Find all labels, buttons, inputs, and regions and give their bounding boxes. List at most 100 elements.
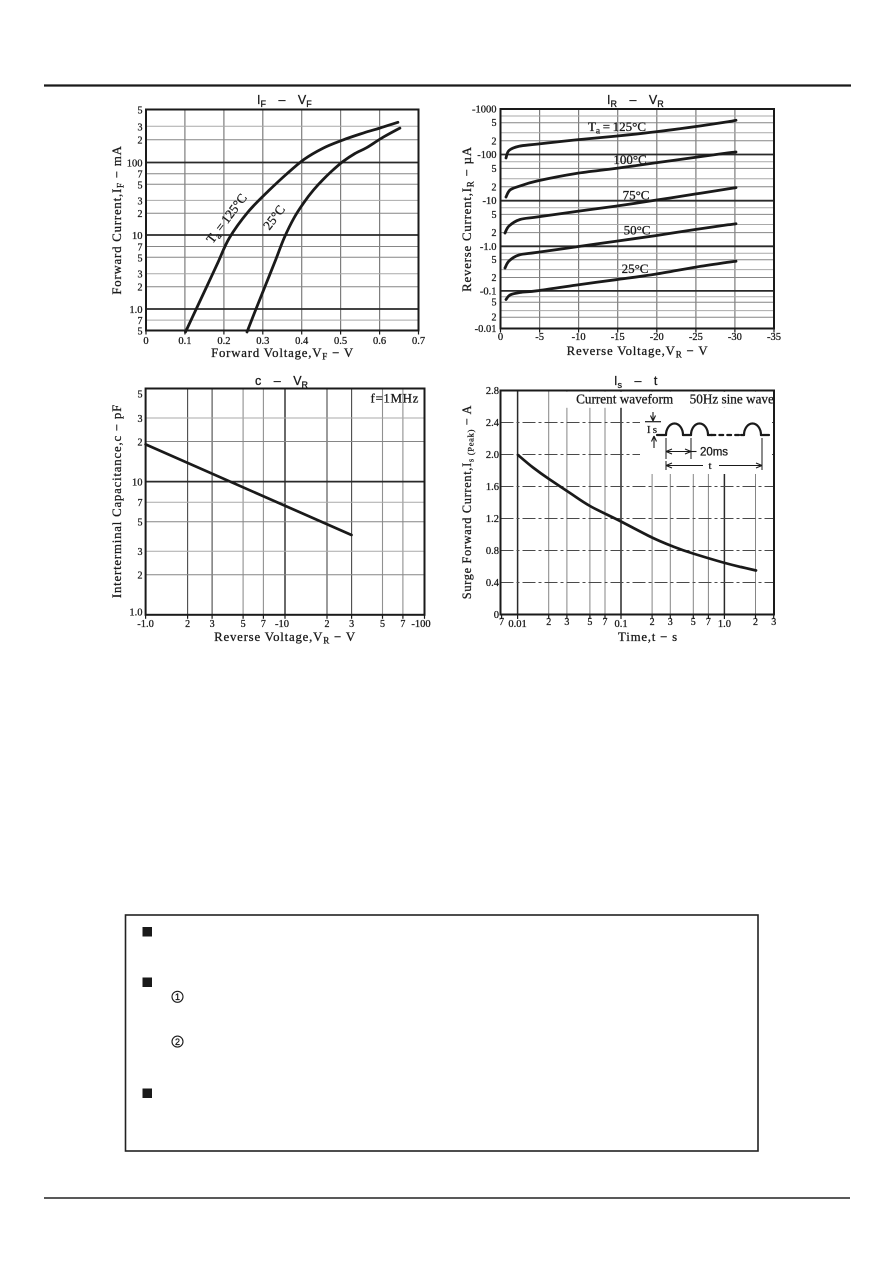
svg-text:2: 2 [138, 283, 143, 294]
svg-text:Forward Current,IF − mA: Forward Current,IF − mA [110, 145, 126, 294]
svg-text:-35: -35 [767, 332, 781, 343]
svg-text:5: 5 [492, 298, 497, 309]
svg-text:1.6: 1.6 [486, 482, 499, 493]
svg-text:5: 5 [587, 617, 592, 628]
svg-text:-10: -10 [483, 196, 497, 207]
svg-text:5: 5 [241, 619, 246, 630]
svg-text:7: 7 [138, 243, 143, 254]
svg-text:20ms: 20ms [700, 447, 728, 459]
svg-text:0: 0 [498, 332, 503, 343]
svg-text:IF – VF: IF – VF [257, 93, 312, 109]
svg-text:25°C: 25°C [622, 261, 649, 276]
svg-text:7: 7 [400, 619, 405, 630]
svg-text:Reverse Voltage,VR − V: Reverse Voltage,VR − V [214, 630, 356, 646]
svg-text:Ta = 125°C: Ta = 125°C [588, 119, 646, 137]
svg-text:10: 10 [132, 478, 143, 489]
svg-text:Current waveform 50Hz sine wa: Current waveform 50Hz sine wave [576, 392, 774, 407]
svg-text:0.4: 0.4 [486, 578, 500, 589]
svg-text:2: 2 [138, 571, 143, 582]
svg-text:-1.0: -1.0 [137, 619, 154, 630]
svg-text:-1000: -1000 [472, 105, 497, 116]
svg-text:5: 5 [138, 106, 143, 117]
svg-text:-20: -20 [650, 332, 664, 343]
svg-text:5: 5 [492, 164, 497, 175]
svg-text:-5: -5 [535, 332, 544, 343]
svg-text:Surge Forward Current,Is (Peak: Surge Forward Current,Is (Peak) − A [460, 405, 476, 599]
svg-text:Is – t: Is – t [614, 374, 658, 390]
svg-text:0: 0 [494, 610, 499, 621]
svg-text:Forward Voltage,VF − V: Forward Voltage,VF − V [211, 346, 354, 362]
svg-text:-15: -15 [611, 332, 625, 343]
svg-text:2: 2 [185, 619, 190, 630]
svg-text:-100: -100 [477, 150, 496, 161]
svg-text:0.8: 0.8 [486, 546, 499, 557]
svg-text:0.4: 0.4 [295, 336, 309, 347]
svg-text:-100: -100 [411, 619, 430, 630]
svg-text:2: 2 [492, 182, 497, 193]
svg-text:0.1: 0.1 [178, 336, 191, 347]
svg-text:0.2: 0.2 [217, 336, 230, 347]
svg-text:5: 5 [492, 210, 497, 221]
svg-text:IR – VR: IR – VR [607, 93, 664, 109]
svg-text:5: 5 [691, 617, 696, 628]
svg-text:Reverse Current,IR − µA: Reverse Current,IR − µA [460, 146, 476, 292]
svg-text:1: 1 [175, 992, 180, 1002]
svg-text:2: 2 [138, 136, 143, 147]
svg-text:2: 2 [492, 313, 497, 324]
svg-text:2.0: 2.0 [486, 450, 499, 461]
svg-text:10: 10 [132, 231, 143, 242]
svg-text:f=1MHz: f=1MHz [371, 391, 419, 406]
svg-text:3: 3 [138, 196, 143, 207]
svg-text:3: 3 [138, 122, 143, 133]
svg-text:1.0: 1.0 [718, 619, 731, 630]
svg-text:3: 3 [210, 619, 215, 630]
svg-text:5: 5 [138, 253, 143, 264]
svg-text:2: 2 [753, 617, 758, 628]
svg-text:0.7: 0.7 [412, 336, 425, 347]
svg-text:Time,t − s: Time,t − s [618, 630, 678, 644]
svg-text:100: 100 [127, 159, 143, 170]
svg-text:0.6: 0.6 [373, 336, 386, 347]
svg-text:7: 7 [138, 170, 143, 181]
svg-text:5: 5 [492, 255, 497, 266]
svg-text:100°C: 100°C [613, 152, 646, 167]
svg-text:I s: I s [647, 424, 657, 436]
svg-text:5: 5 [380, 619, 385, 630]
svg-text:0.3: 0.3 [256, 336, 269, 347]
svg-text:3: 3 [349, 619, 354, 630]
svg-text:-0.1: -0.1 [480, 286, 497, 297]
svg-text:0.1: 0.1 [614, 619, 627, 630]
svg-text:7: 7 [261, 619, 266, 630]
svg-text:1.2: 1.2 [486, 514, 499, 525]
svg-text:2: 2 [650, 617, 655, 628]
svg-text:1.0: 1.0 [129, 607, 142, 618]
svg-text:2: 2 [175, 1037, 180, 1047]
svg-text:2: 2 [492, 228, 497, 239]
svg-text:-10: -10 [275, 619, 289, 630]
svg-text:3: 3 [138, 547, 143, 558]
svg-text:2: 2 [325, 619, 330, 630]
svg-text:2: 2 [546, 617, 551, 628]
svg-text:5: 5 [138, 518, 143, 529]
svg-text:7: 7 [706, 617, 711, 628]
svg-text:2.4: 2.4 [486, 418, 500, 429]
svg-text:5: 5 [492, 118, 497, 129]
svg-text:0.5: 0.5 [334, 336, 347, 347]
svg-text:7: 7 [138, 498, 143, 509]
svg-text:2: 2 [492, 273, 497, 284]
svg-text:0: 0 [143, 336, 148, 347]
svg-text:1.0: 1.0 [129, 305, 142, 316]
svg-text:7: 7 [603, 617, 608, 628]
svg-text:-1.0: -1.0 [480, 242, 497, 253]
svg-text:7: 7 [138, 316, 143, 327]
svg-text:-0.01: -0.01 [475, 324, 497, 335]
svg-text:2: 2 [492, 136, 497, 147]
svg-text:0.01: 0.01 [508, 619, 526, 630]
svg-text:2: 2 [138, 438, 143, 449]
svg-text:3: 3 [138, 414, 143, 425]
svg-text:-30: -30 [728, 332, 742, 343]
svg-text:7: 7 [499, 617, 504, 628]
svg-text:3: 3 [771, 617, 776, 628]
svg-text:5: 5 [138, 180, 143, 191]
svg-text:t: t [708, 460, 711, 472]
